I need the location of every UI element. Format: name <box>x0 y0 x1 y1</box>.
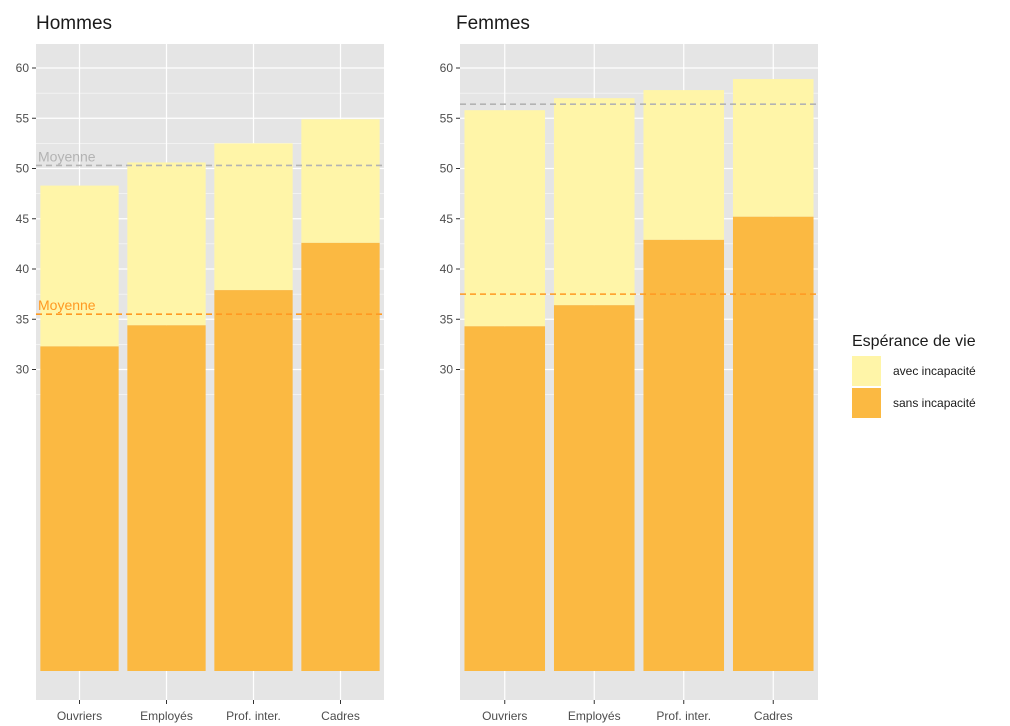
panel-title-femmes: Femmes <box>456 13 530 34</box>
x-tick-label: Ouvriers <box>482 709 527 723</box>
y-tick-label: 30 <box>16 363 30 377</box>
bar-avec-incapacite <box>464 110 546 327</box>
y-tick-label: 60 <box>16 61 30 75</box>
bar-sans-incapacite <box>214 290 293 671</box>
x-tick-label: Prof. inter. <box>656 709 711 723</box>
y-tick-label: 35 <box>440 312 454 326</box>
legend-title: Espérance de vie <box>852 333 976 350</box>
x-tick-label: Prof. inter. <box>226 709 281 723</box>
x-tick-label: Employés <box>568 709 621 723</box>
bar-avec-incapacite <box>643 90 725 240</box>
bar-sans-incapacite <box>127 325 206 671</box>
y-tick-label: 40 <box>16 262 30 276</box>
y-tick-label: 45 <box>16 212 30 226</box>
bar-sans-incapacite <box>732 216 814 672</box>
bar-avec-incapacite <box>214 143 293 291</box>
bar-avec-incapacite <box>127 162 206 326</box>
bar-sans-incapacite <box>464 326 546 671</box>
bar-sans-incapacite <box>40 346 119 671</box>
bar-sans-incapacite <box>301 242 380 671</box>
bar-avec-incapacite <box>301 119 380 243</box>
y-tick-label: 30 <box>440 363 454 377</box>
x-tick-label: Ouvriers <box>57 709 102 723</box>
x-tick-label: Cadres <box>754 709 793 723</box>
y-tick-label: 60 <box>440 61 454 75</box>
reference-label-total: Moyenne <box>38 148 96 164</box>
bar-sans-incapacite <box>553 305 635 671</box>
bar-sans-incapacite <box>643 239 725 672</box>
y-tick-label: 55 <box>440 111 454 125</box>
y-tick-label: 35 <box>16 312 30 326</box>
panel-title-hommes: Hommes <box>36 13 112 34</box>
bar-avec-incapacite <box>553 98 635 306</box>
y-tick-label: 55 <box>16 111 30 125</box>
y-tick-label: 50 <box>16 162 30 176</box>
legend-key <box>852 356 881 386</box>
y-tick-label: 40 <box>440 262 454 276</box>
x-tick-label: Cadres <box>321 709 360 723</box>
reference-label-sans: Moyenne <box>38 297 96 313</box>
x-tick-label: Employés <box>140 709 193 723</box>
legend-label: sans incapacité <box>893 396 976 410</box>
y-tick-label: 50 <box>440 162 454 176</box>
bar-avec-incapacite <box>732 79 814 217</box>
legend-label: avec incapacité <box>893 364 976 378</box>
legend-key <box>852 388 881 418</box>
bar-avec-incapacite <box>40 185 119 347</box>
y-tick-label: 45 <box>440 212 454 226</box>
